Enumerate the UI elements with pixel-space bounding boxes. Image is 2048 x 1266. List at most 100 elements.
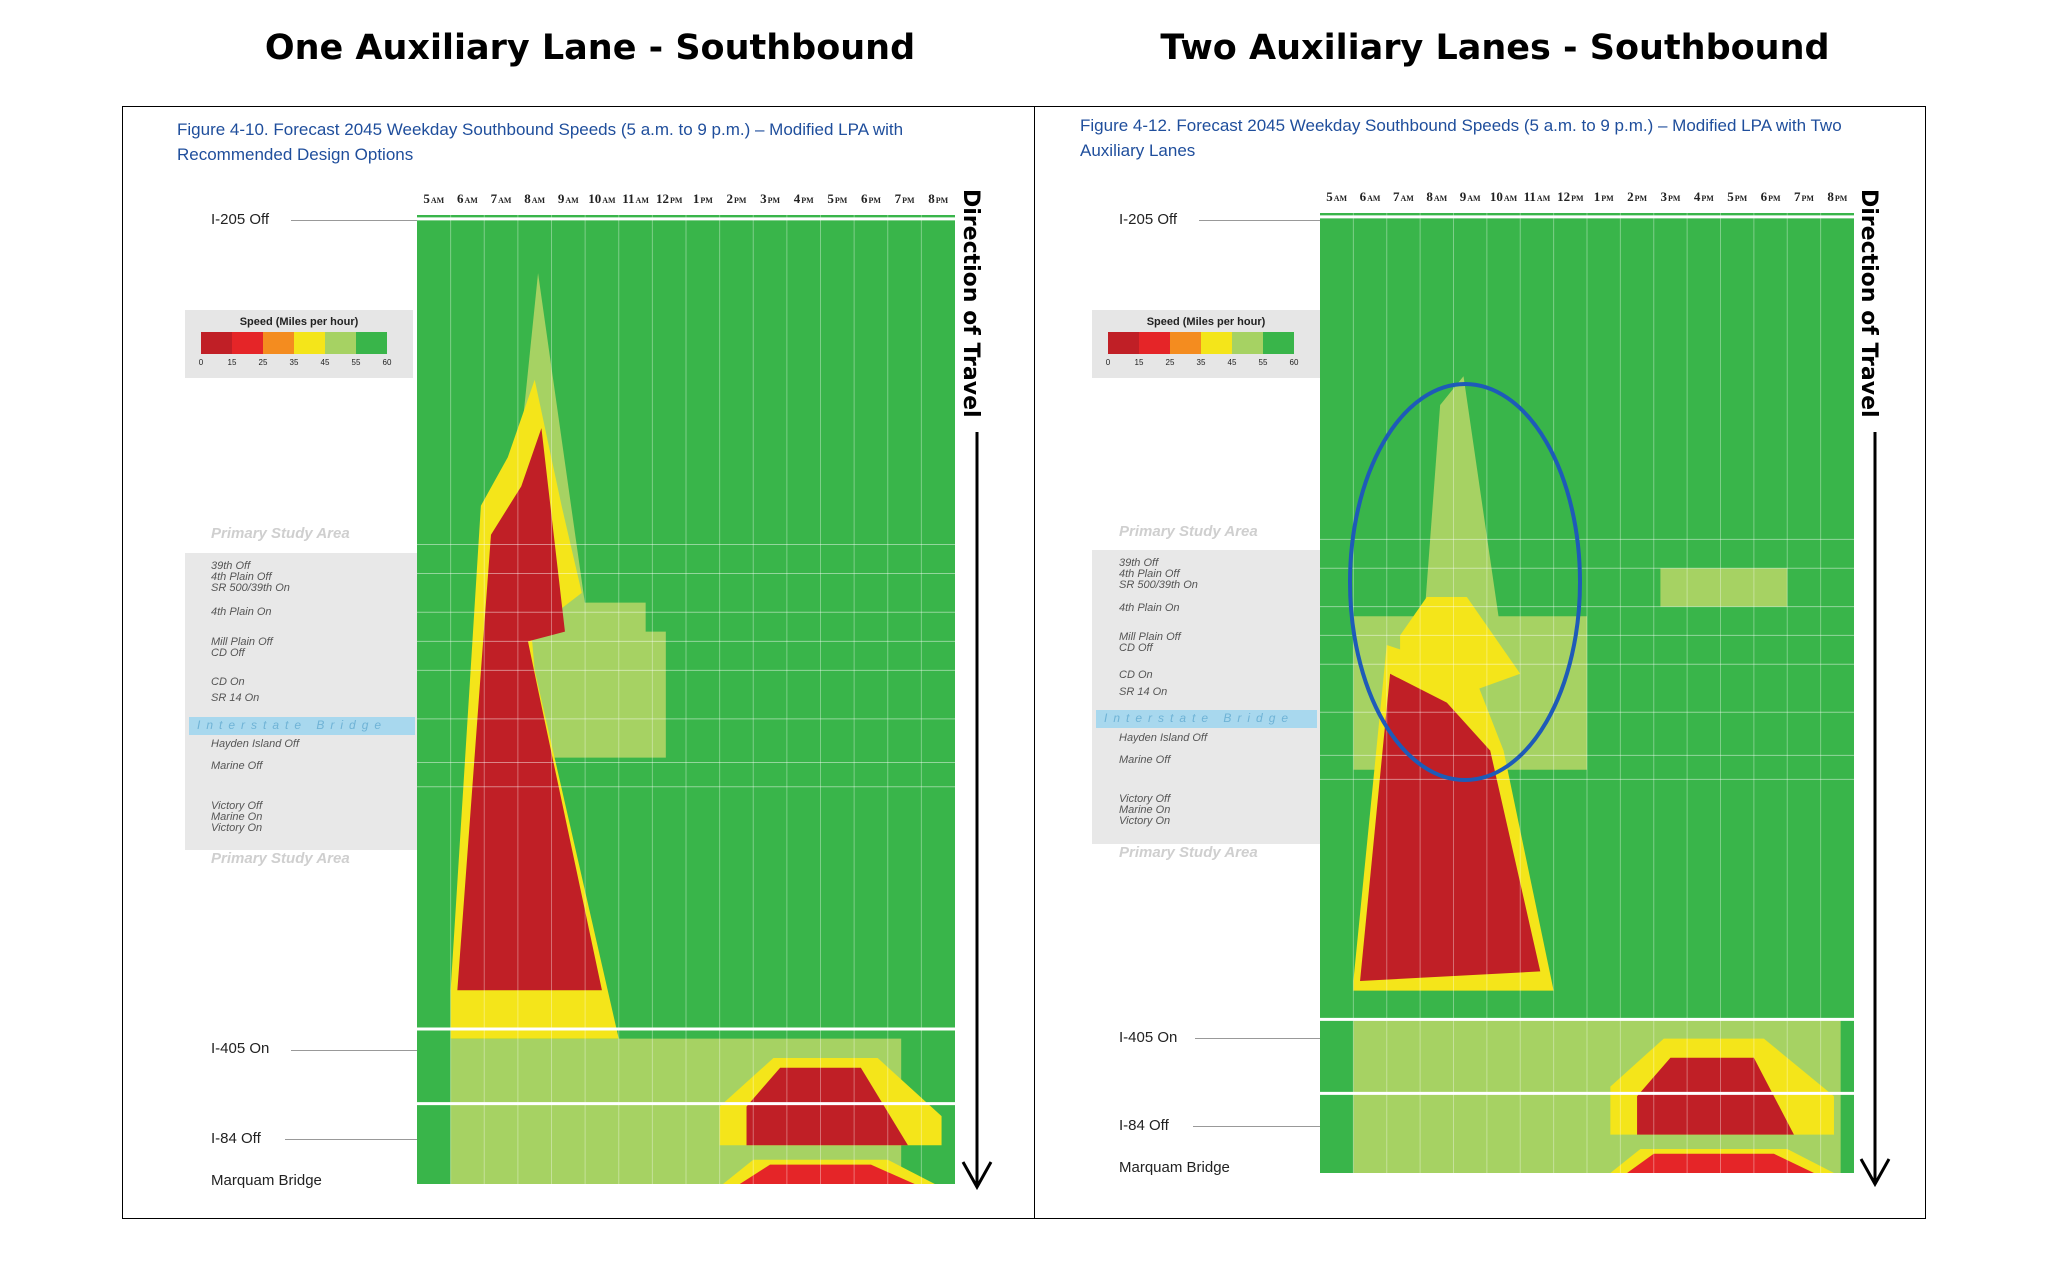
right-direction-of-travel-label: Direction of Travel bbox=[1856, 189, 1881, 418]
left-label-victory-on: Victory On bbox=[211, 822, 263, 834]
left-study-area-box bbox=[185, 553, 419, 850]
time-tick-label: 10AM bbox=[588, 191, 616, 206]
left-label-4th-plain-on: 4th Plain On bbox=[211, 606, 272, 618]
time-tick-label: 1PM bbox=[1593, 189, 1614, 204]
right-leader-line bbox=[1195, 1038, 1321, 1039]
right-label-i84-off: I-84 Off bbox=[1119, 1117, 1169, 1134]
time-tick-label: 9AM bbox=[557, 191, 579, 206]
left-label-i205-off: I-205 Off bbox=[211, 211, 270, 228]
right-leader-line bbox=[1193, 1126, 1321, 1127]
right-label-hayden-island-off: Hayden Island Off bbox=[1119, 732, 1208, 744]
legend-tick: 55 bbox=[1258, 358, 1268, 367]
time-tick-label: 11AM bbox=[1523, 189, 1551, 204]
left-speed-legend: Speed (Miles per hour) 0 15 25 35 45 55 … bbox=[185, 310, 413, 378]
time-tick-label: 2PM bbox=[1627, 189, 1648, 204]
time-tick-label: 10AM bbox=[1489, 189, 1518, 204]
right-direction-arrow bbox=[1859, 432, 1891, 1188]
time-tick-label: 1PM bbox=[692, 191, 713, 206]
legend-title: Speed (Miles per hour) bbox=[239, 316, 359, 328]
legend-tick: 0 bbox=[1105, 358, 1111, 367]
left-direction-arrow bbox=[961, 432, 993, 1191]
time-tick-label: 5AM bbox=[1326, 189, 1348, 204]
left-label-marine-off: Marine Off bbox=[211, 760, 263, 772]
time-tick-label: 4PM bbox=[793, 191, 814, 206]
time-tick-label: 7AM bbox=[1393, 189, 1414, 204]
time-tick-label: 6AM bbox=[457, 191, 478, 206]
right-label-4th-plain-off: 4th Plain Off bbox=[1119, 568, 1180, 580]
left-label-39th-off: 39th Off bbox=[211, 560, 251, 572]
left-label-sr500-on: SR 500/39th On bbox=[211, 582, 290, 594]
left-speed-heatmap bbox=[417, 215, 955, 1184]
left-label-i84-off: I-84 Off bbox=[211, 1130, 261, 1147]
time-tick-label: 8PM bbox=[928, 191, 949, 206]
time-tick-label: 6PM bbox=[860, 191, 881, 206]
legend-tick: 45 bbox=[1227, 358, 1237, 367]
legend-tick: 35 bbox=[1196, 358, 1206, 367]
legend-swatch-45 bbox=[325, 332, 356, 354]
right-label-i405-on: I-405 On bbox=[1119, 1029, 1178, 1046]
left-label-sr14-on: SR 14 On bbox=[211, 692, 260, 704]
left-label-marquam-bridge: Marquam Bridge bbox=[211, 1172, 322, 1189]
time-tick-label: 5AM bbox=[423, 191, 445, 206]
right-label-sr14-on: SR 14 On bbox=[1119, 686, 1168, 698]
right-study-area-box bbox=[1092, 550, 1321, 844]
legend-swatch-45 bbox=[1232, 332, 1263, 354]
right-label-victory-off: Victory Off bbox=[1119, 793, 1171, 805]
legend-swatch-25 bbox=[263, 332, 294, 354]
left-direction-of-travel-label: Direction of Travel bbox=[958, 189, 983, 418]
legend-tick: 60 bbox=[1289, 358, 1299, 367]
legend-tick: 25 bbox=[258, 358, 268, 367]
time-tick-label: 9AM bbox=[1459, 189, 1481, 204]
time-tick-label: 8AM bbox=[524, 191, 546, 206]
right-figure-frame: Figure 4-12. Forecast 2045 Weekday South… bbox=[1034, 106, 1926, 1219]
right-leader-line bbox=[1199, 220, 1321, 221]
time-tick-label: 5PM bbox=[827, 191, 848, 206]
legend-tick: 45 bbox=[320, 358, 330, 367]
time-tick-label: 4PM bbox=[1693, 189, 1714, 204]
right-study-area-label-top: Primary Study Area bbox=[1119, 523, 1258, 540]
legend-swatch-55 bbox=[356, 332, 387, 354]
time-tick-label: 3PM bbox=[1660, 189, 1681, 204]
left-label-marine-on: Marine On bbox=[211, 811, 263, 823]
right-label-marquam-bridge: Marquam Bridge bbox=[1119, 1159, 1230, 1176]
left-leader-line bbox=[291, 220, 419, 221]
left-label-mill-plain-off: Mill Plain Off bbox=[211, 636, 273, 648]
heatmap-region bbox=[739, 1164, 915, 1184]
left-label-victory-off: Victory Off bbox=[211, 800, 263, 812]
heatmap-region bbox=[1660, 568, 1788, 607]
right-interstate-bridge-band: Interstate Bridge bbox=[1096, 710, 1317, 728]
left-label-cd-off: CD Off bbox=[211, 647, 245, 659]
time-tick-label: 11AM bbox=[622, 191, 649, 206]
legend-tick: 25 bbox=[1165, 358, 1175, 367]
time-tick-label: 7AM bbox=[490, 191, 512, 206]
right-speed-heatmap bbox=[1320, 213, 1854, 1173]
right-label-mill-plain-off: Mill Plain Off bbox=[1119, 631, 1181, 643]
right-panel-title: Two Auxiliary Lanes - Southbound bbox=[1160, 28, 1830, 68]
legend-swatch-15 bbox=[232, 332, 263, 354]
heatmap-region bbox=[1627, 1153, 1814, 1173]
left-figure-frame: Figure 4-10. Forecast 2045 Weekday South… bbox=[122, 106, 1035, 1219]
right-figure-caption: Figure 4-12. Forecast 2045 Weekday South… bbox=[1080, 116, 1842, 160]
time-tick-label: 7PM bbox=[894, 191, 915, 206]
left-study-area-label-top: Primary Study Area bbox=[211, 525, 350, 542]
right-label-sr500-on: SR 500/39th On bbox=[1119, 579, 1198, 591]
left-figure-caption: Figure 4-10. Forecast 2045 Weekday South… bbox=[177, 120, 904, 164]
time-tick-label: 6AM bbox=[1359, 189, 1381, 204]
left-panel-title: One Auxiliary Lane - Southbound bbox=[264, 28, 916, 68]
heatmap-region bbox=[746, 1067, 908, 1146]
legend-swatch-0 bbox=[1108, 332, 1139, 354]
right-label-4th-plain-on: 4th Plain On bbox=[1119, 602, 1180, 614]
right-label-marine-on: Marine On bbox=[1119, 804, 1171, 816]
legend-title: Speed (Miles per hour) bbox=[1146, 316, 1266, 328]
heatmap-region bbox=[457, 428, 602, 991]
left-label-cd-on: CD On bbox=[211, 676, 245, 688]
legend-swatch-0 bbox=[201, 332, 232, 354]
right-label-cd-on: CD On bbox=[1119, 669, 1153, 681]
left-label-4th-plain-off: 4th Plain Off bbox=[211, 571, 272, 583]
time-tick-label: 8AM bbox=[1426, 189, 1448, 204]
right-label-victory-on: Victory On bbox=[1119, 815, 1171, 827]
legend-swatch-25 bbox=[1170, 332, 1201, 354]
right-study-area-label-bottom: Primary Study Area bbox=[1119, 844, 1258, 861]
right-label-marine-off: Marine Off bbox=[1119, 754, 1171, 766]
time-tick-label: 8PM bbox=[1827, 189, 1848, 204]
